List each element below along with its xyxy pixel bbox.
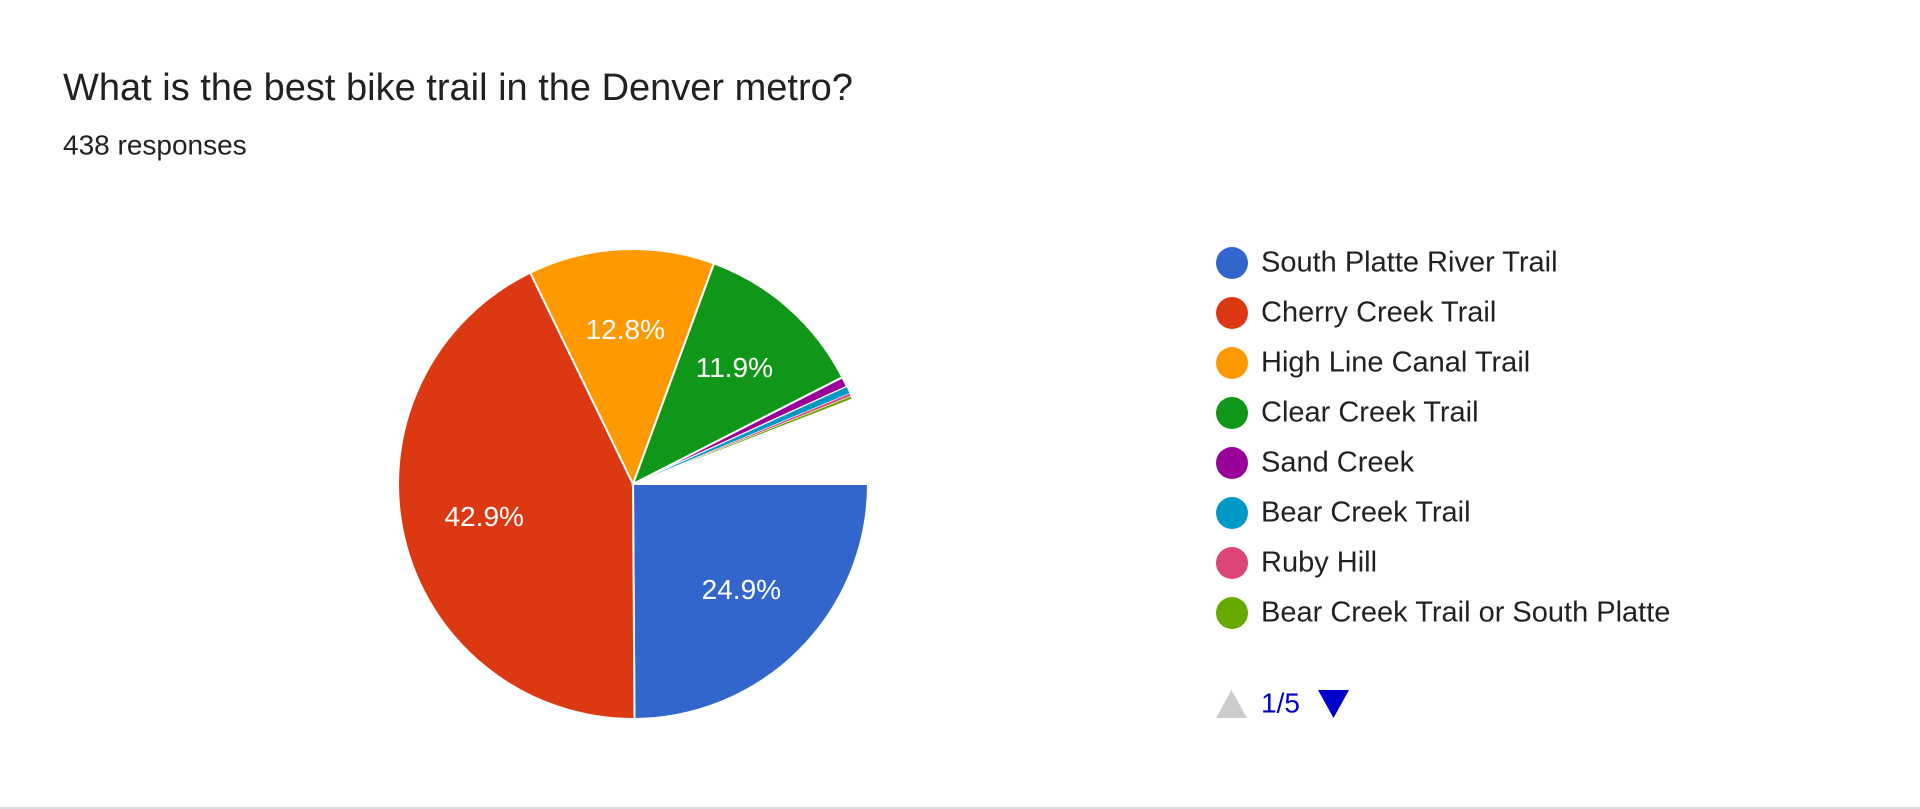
legend-swatch: [1216, 497, 1248, 529]
legend-label: Bear Creek Trail: [1261, 497, 1471, 529]
legend-swatch: [1216, 547, 1248, 579]
legend-label: Clear Creek Trail: [1261, 397, 1479, 429]
legend-label: High Line Canal Trail: [1261, 347, 1530, 379]
slice-label: 12.8%: [586, 314, 665, 345]
chart-subtitle: 438 responses: [63, 129, 247, 160]
slice-label: 11.9%: [696, 352, 773, 383]
pie-slice: [528, 248, 716, 487]
pie-slice: [397, 271, 636, 720]
legend-swatch: [1216, 397, 1248, 429]
pager-prev[interactable]: [1216, 690, 1247, 718]
legend-label: South Platte River Trail: [1261, 247, 1558, 279]
pie-slice: [632, 395, 853, 485]
slice-label: 42.9%: [445, 501, 524, 532]
pie: 24.9% 42.9% 12.8% 11.9%: [397, 248, 870, 721]
legend-swatch: [1216, 247, 1248, 279]
slice-label: 24.9%: [702, 574, 781, 605]
chart-title: What is the best bike trail in the Denve…: [63, 67, 853, 109]
pager-label: 1/5: [1261, 687, 1300, 718]
legend-swatch: [1216, 297, 1248, 329]
legend-swatch: [1216, 347, 1248, 379]
pie-slice: [631, 262, 844, 487]
legend-label: Bear Creek Trail or South Platte: [1261, 597, 1670, 629]
legend-label: Ruby Hill: [1261, 547, 1377, 579]
legend-swatch: [1216, 447, 1248, 479]
pager-next[interactable]: [1318, 690, 1349, 718]
legend: South Platte River Trail Cherry Creek Tra…: [1216, 247, 1670, 629]
legend-swatch: [1216, 597, 1248, 629]
legend-label: Cherry Creek Trail: [1261, 297, 1496, 329]
pie-slice: [631, 483, 870, 721]
legend-label: Sand Creek: [1261, 447, 1415, 479]
